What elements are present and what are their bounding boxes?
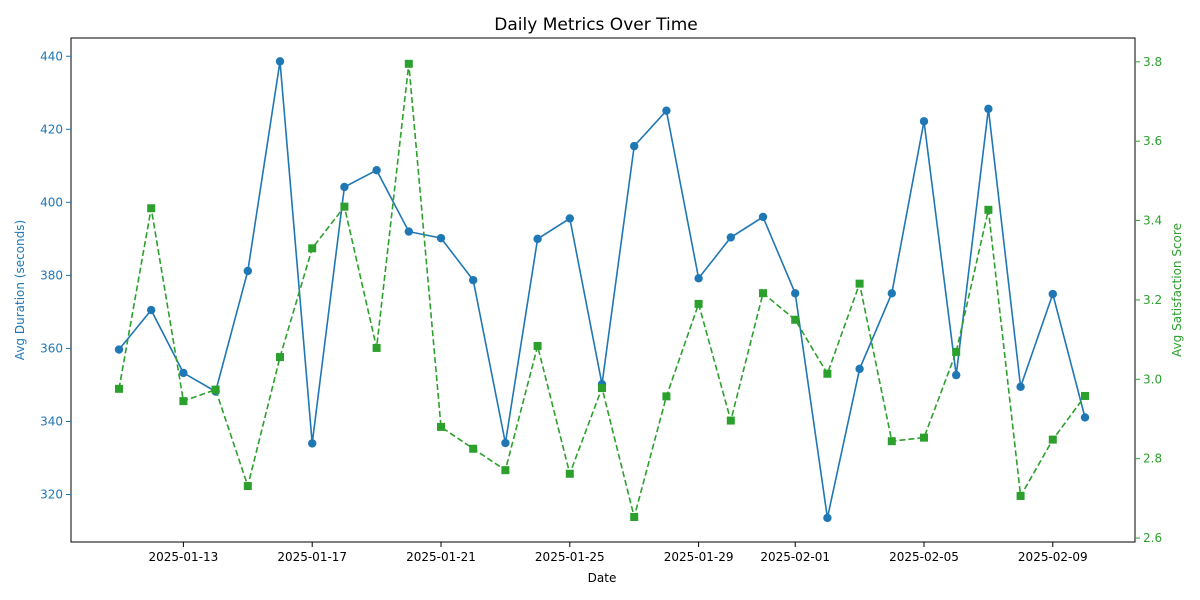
data-point-duration [372, 166, 381, 175]
y-right-tick-label: 3.0 [1143, 372, 1162, 386]
data-point-satisfaction [404, 59, 413, 68]
y-left-tick-label: 420 [40, 122, 63, 136]
data-point-satisfaction [533, 341, 542, 350]
data-point-satisfaction [984, 205, 993, 214]
y-right-tick-label: 3.4 [1143, 214, 1162, 228]
data-point-duration [469, 275, 478, 285]
data-point-satisfaction [694, 299, 703, 308]
data-point-duration [855, 364, 864, 374]
data-point-satisfaction [952, 347, 961, 356]
y-right-tick-label: 2.6 [1143, 531, 1162, 545]
x-tick-label: 2025-01-13 [149, 550, 219, 564]
data-point-duration [436, 233, 446, 243]
data-point-duration [823, 513, 832, 523]
y-right-tick-label: 2.8 [1143, 452, 1162, 466]
x-axis-label: Date [588, 571, 617, 585]
y-left-tick-label: 360 [40, 341, 63, 355]
data-point-satisfaction [372, 343, 381, 352]
x-tick-label: 2025-02-09 [1018, 550, 1088, 564]
data-point-satisfaction [759, 289, 767, 298]
data-point-duration [1080, 413, 1090, 422]
data-point-satisfaction [501, 466, 510, 475]
x-tick-label: 2025-02-05 [889, 550, 959, 564]
data-point-satisfaction [598, 384, 606, 393]
data-point-duration [565, 214, 574, 223]
data-point-duration [791, 289, 800, 298]
data-point-satisfaction [855, 279, 864, 288]
data-point-satisfaction [276, 353, 284, 362]
data-point-satisfaction [1016, 491, 1025, 500]
y-axis-left: 320 340 360 380 400 420 440 [40, 49, 71, 502]
data-point-duration [308, 439, 317, 448]
y-axis-right: 2.6 2.8 3.0 3.2 3.4 3.6 3.8 [1135, 55, 1162, 545]
data-point-duration [726, 233, 735, 242]
data-point-satisfaction [340, 202, 349, 211]
data-point-duration [887, 289, 896, 298]
x-tick-label: 2025-01-25 [535, 550, 605, 564]
y-axis-right-label: Avg Satisfaction Score [1170, 223, 1184, 357]
x-axis: 2025-01-13 2025-01-17 2025-01-21 2025-01-25… [149, 542, 1088, 564]
data-point-satisfaction [469, 444, 478, 453]
data-point-duration [1048, 289, 1058, 299]
data-point-duration [179, 368, 188, 378]
y-left-tick-label: 380 [40, 268, 63, 282]
y-left-tick-label: 440 [40, 49, 63, 63]
data-point-satisfaction [887, 437, 896, 446]
data-point-duration [984, 104, 993, 114]
data-point-duration [952, 370, 961, 380]
data-point-satisfaction [147, 204, 156, 213]
chart-title: Daily Metrics Over Time [494, 15, 697, 35]
data-point-satisfaction [823, 369, 832, 378]
data-point-satisfaction [243, 482, 252, 491]
data-point-duration [275, 57, 285, 66]
data-point-duration [630, 141, 639, 151]
y-axis-left-label: Avg Duration (seconds) [13, 220, 27, 360]
plot-frame [70, 37, 1136, 543]
data-point-duration [404, 227, 413, 236]
x-tick-label: 2025-02-01 [760, 550, 830, 564]
data-point-satisfaction [308, 244, 317, 253]
data-point-satisfaction [211, 385, 220, 394]
series-line-satisfaction [118, 63, 1086, 521]
data-point-satisfaction [630, 512, 639, 521]
data-point-satisfaction [179, 397, 188, 406]
data-point-duration [694, 274, 703, 283]
x-tick-label: 2025-01-21 [406, 550, 476, 564]
data-point-duration [147, 305, 156, 315]
data-point-satisfaction [726, 416, 735, 425]
data-point-duration [340, 182, 349, 192]
data-point-satisfaction [920, 433, 928, 442]
data-point-duration [501, 438, 510, 448]
data-point-satisfaction [791, 315, 800, 324]
data-point-duration [758, 212, 768, 222]
y-left-tick-label: 400 [40, 195, 63, 209]
data-point-duration [114, 345, 124, 354]
data-point-satisfaction [1081, 391, 1089, 400]
data-point-duration [662, 106, 671, 115]
data-point-duration [533, 234, 542, 244]
x-tick-label: 2025-01-17 [277, 550, 347, 564]
y-right-tick-label: 3.2 [1143, 293, 1162, 307]
y-left-tick-label: 320 [40, 488, 63, 502]
y-left-tick-label: 340 [40, 414, 63, 428]
data-point-duration [919, 117, 929, 126]
x-tick-label: 2025-01-29 [664, 550, 734, 564]
data-point-duration [243, 266, 252, 276]
data-point-satisfaction [565, 469, 574, 478]
data-point-duration [1016, 382, 1025, 391]
series-line-duration [118, 61, 1086, 519]
data-point-satisfaction [1048, 435, 1057, 444]
data-point-satisfaction [662, 392, 671, 401]
y-right-tick-label: 3.6 [1143, 134, 1162, 148]
plot-area [114, 57, 1090, 523]
data-point-satisfaction [115, 384, 123, 393]
y-right-tick-label: 3.8 [1143, 55, 1162, 69]
data-point-satisfaction [437, 422, 445, 431]
